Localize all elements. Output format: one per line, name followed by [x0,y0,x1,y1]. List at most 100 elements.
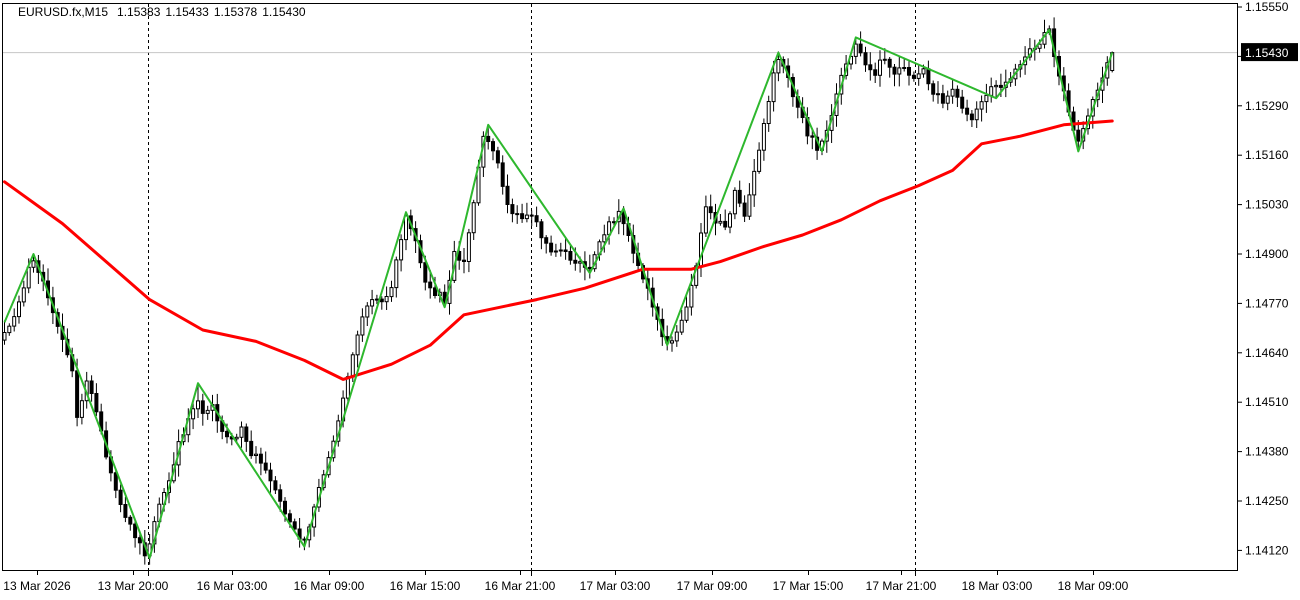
candle-body-bear [433,287,437,296]
candle-body-bear [510,204,515,215]
candle-body-bull [466,232,471,263]
price-axis-label: 1.14250 [1245,494,1289,508]
candles-layer [2,17,1115,565]
time-axis-label: 13 Mar 2026 [3,579,71,593]
candle-body-bear [587,266,592,270]
candle-body-bull [752,170,757,196]
candle-body-bull [945,95,950,104]
candle-body-bear [969,113,974,121]
candle-body-bear [926,68,931,85]
candle-body-bull [670,340,674,344]
candle-body-bull [950,88,955,97]
candle-body-bear [907,67,911,76]
candle-body-bull [350,354,355,378]
candle-body-bull [7,325,12,334]
candle-body-bull [524,214,529,220]
time-axis-label: 17 Mar 21:00 [866,579,937,593]
candle-body-bull [2,332,7,341]
candle-body-bull [766,101,771,124]
candle-body-bear [263,462,268,471]
candle-body-bear [708,206,713,214]
chart-title-ohlc: EURUSD.fx,M15 1.15383 1.15433 1.15378 1.1543… [18,5,306,19]
candle-body-bull [602,234,607,243]
candle-body-bull [558,249,563,252]
candle-body-bull [365,305,370,318]
candle-body-bull [254,453,258,457]
candle-body-bear [113,472,118,491]
candle-body-bull [921,68,926,75]
candle-body-bull [771,72,776,103]
candle-body-bear [868,64,873,71]
candle-body-bear [737,189,742,204]
candle-body-bear [573,259,578,264]
candle-body-bear [423,262,428,283]
candle-body-bull [196,400,200,410]
candle-body-bull [882,58,887,61]
candle-body-bull [389,287,394,298]
candle-body-bear [873,69,878,76]
candle-body-bear [500,162,505,187]
candle-body-bear [998,84,1003,88]
time-axis-label: 17 Mar 09:00 [677,579,748,593]
candle-body-bear [89,380,94,394]
candle-body-bull [916,73,921,79]
candle-body-bear [258,453,263,464]
candle-body-bear [940,93,945,104]
candle-body-bear [486,135,491,142]
candle-body-bull [936,93,940,96]
candle-body-bull [355,334,360,356]
time-axis-label: 17 Mar 03:00 [580,579,651,593]
candle-body-bull [747,194,752,217]
candle-body-bear [491,141,495,152]
candle-body-bear [268,469,273,482]
candle-body-bull [345,376,350,399]
candle-body-bear [892,66,897,75]
candle-body-bear [379,298,384,303]
bar-high-value: 1.15433 [165,5,209,19]
candle-body-bull [984,94,989,103]
time-axis-label: 16 Mar 21:00 [485,579,556,593]
candle-body-bear [128,516,133,525]
candle-body-bull [703,206,708,234]
candle-body-bear [931,83,936,95]
candle-body-bull [31,260,36,268]
candle-body-bear [549,242,554,253]
candle-body-bull [374,298,379,301]
price-axis-label: 1.14900 [1245,247,1289,261]
candle-body-bear [911,74,916,79]
candle-body-bear [863,52,868,66]
candle-body-bear [742,202,747,217]
candle-body-bear [544,237,549,244]
candle-body-bull [994,84,999,88]
bar-open-value: 1.15383 [117,5,161,19]
candle-body-bear [249,440,254,457]
time-axis-label: 18 Mar 03:00 [962,579,1033,593]
candle-body-bull [757,149,762,172]
candle-body-bull [471,202,476,234]
time-axis-label: 17 Mar 15:00 [773,579,844,593]
candle-body-bear [273,480,278,491]
candle-body-bull [394,259,399,289]
candle-body-bear [94,393,99,413]
candle-body-bear [287,513,292,523]
candle-body-bear [563,249,568,252]
candle-body-bull [679,319,684,333]
chart-frame [2,3,1238,571]
candle-body-bear [505,185,510,206]
candle-body-bull [12,316,17,327]
time-axis-label: 16 Mar 09:00 [294,579,365,593]
bar-low-value: 1.15378 [213,5,258,19]
candle-body-bull [878,59,882,76]
candle-body-bull [239,426,244,438]
candle-body-bear [428,281,433,289]
price-axis-label: 1.14380 [1245,445,1289,459]
candle-body-bear [810,135,815,138]
candle-body-bull [989,86,994,96]
candle-body-bear [278,489,283,502]
price-axis-label: 1.14120 [1245,543,1289,557]
candle-body-bear [244,426,249,442]
candle-body-bull [553,250,558,253]
candle-body-bear [960,96,965,109]
candle-body-bear [283,500,287,515]
